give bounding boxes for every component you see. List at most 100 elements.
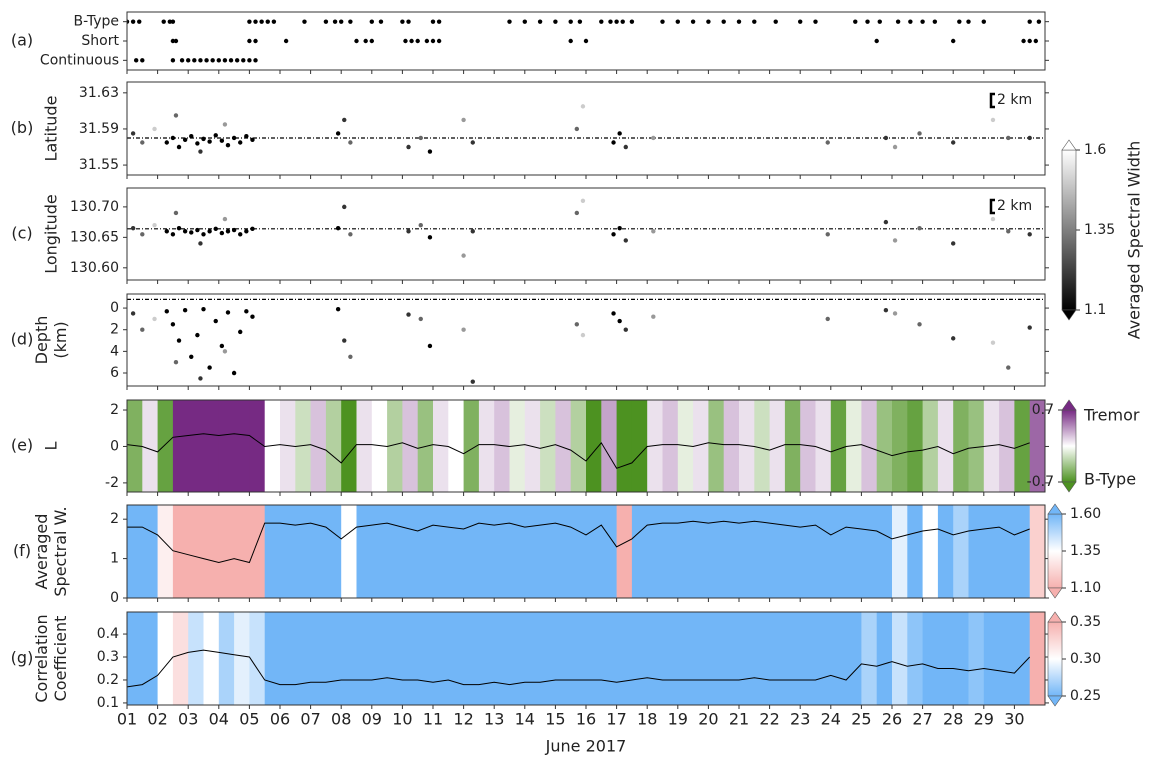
stripe: [693, 612, 709, 705]
y-tick-label: 2: [110, 402, 119, 418]
stripe: [433, 505, 449, 598]
data-line: [127, 433, 1030, 469]
stripe: [570, 505, 587, 598]
x-tick-label: 09: [362, 710, 382, 729]
point: [250, 314, 255, 319]
stripe: [1029, 612, 1045, 705]
event: [216, 58, 221, 63]
x-tick-label: 01: [117, 710, 137, 729]
event: [1027, 38, 1032, 44]
point: [342, 338, 347, 343]
point: [170, 232, 176, 237]
colorbar-extension: [1061, 309, 1077, 321]
stripe: [647, 612, 663, 705]
y-tick-label: 31.55: [79, 157, 119, 173]
stripe: [295, 505, 312, 598]
y-axis-label: Spectral W.: [51, 506, 70, 596]
stripe: [1014, 505, 1031, 598]
point: [173, 359, 179, 365]
stripe: [876, 400, 893, 492]
stripe: [968, 612, 985, 705]
stripe: [830, 612, 847, 705]
stripe: [127, 505, 143, 598]
colorbar-extension: [1047, 587, 1063, 599]
point: [222, 349, 228, 354]
point: [238, 329, 243, 335]
stripe: [631, 505, 648, 598]
event: [620, 19, 625, 24]
stripe: [478, 612, 495, 705]
point: [427, 235, 433, 240]
event: [951, 38, 956, 44]
y-tick-label: 31.59: [79, 121, 119, 137]
stripe: [631, 612, 648, 705]
stripe: [830, 400, 847, 492]
point: [951, 140, 956, 145]
event: [247, 58, 252, 63]
event: [339, 19, 344, 24]
panel-frame: [126, 187, 1046, 281]
event: [920, 19, 925, 24]
stripe: [387, 505, 403, 598]
point: [917, 322, 922, 327]
event: [186, 58, 191, 63]
point: [335, 306, 341, 312]
stripe: [325, 505, 342, 598]
stripe: [172, 505, 189, 598]
x-tick-label: 02: [147, 710, 167, 729]
colorbar-tick-label: 0.35: [1070, 614, 1101, 630]
event: [409, 38, 414, 44]
event: [877, 19, 882, 24]
event: [865, 19, 870, 24]
event: [895, 19, 901, 24]
stripe: [953, 612, 969, 705]
point: [580, 332, 586, 338]
point: [574, 210, 580, 216]
event: [583, 38, 589, 44]
stripe: [922, 612, 939, 705]
stripe: [601, 505, 618, 598]
event: [369, 38, 374, 44]
stripe: [815, 505, 832, 598]
x-tick-label: 19: [668, 710, 688, 729]
point: [406, 229, 411, 234]
event: [259, 19, 264, 24]
stripe: [142, 505, 159, 598]
y-tick-label: 130.65: [70, 229, 119, 245]
stripe: [1014, 400, 1031, 492]
stripe: [402, 612, 419, 705]
stripe: [157, 505, 174, 598]
event: [599, 19, 604, 24]
x-tick-label: 23: [790, 710, 810, 729]
event: [161, 19, 166, 24]
point: [418, 222, 423, 228]
x-tick-label: 13: [484, 710, 504, 729]
point: [189, 230, 194, 235]
event: [690, 19, 696, 24]
stripe: [417, 612, 434, 705]
point: [651, 314, 656, 319]
row-label: Continuous: [40, 52, 119, 68]
point: [348, 354, 353, 359]
event: [853, 19, 858, 24]
event: [265, 19, 270, 24]
point: [1006, 135, 1011, 141]
point: [623, 327, 628, 332]
row-label: B-Type: [73, 14, 119, 30]
point: [892, 311, 898, 316]
stripe: [846, 505, 862, 598]
stripe: [570, 612, 587, 705]
data-line: [127, 520, 1030, 564]
stripe: [876, 505, 893, 598]
point: [651, 229, 656, 234]
x-tick-label: 05: [239, 710, 259, 729]
point: [198, 376, 203, 381]
point: [574, 322, 580, 327]
x-tick-label: 15: [545, 710, 565, 729]
point: [470, 229, 475, 234]
colorbar-tick-label: 0.25: [1070, 688, 1101, 704]
point: [917, 131, 922, 136]
colorbar-extension: [1061, 399, 1077, 411]
stripe: [769, 612, 786, 705]
colorbar-tick-label: 0.7: [1032, 402, 1054, 418]
